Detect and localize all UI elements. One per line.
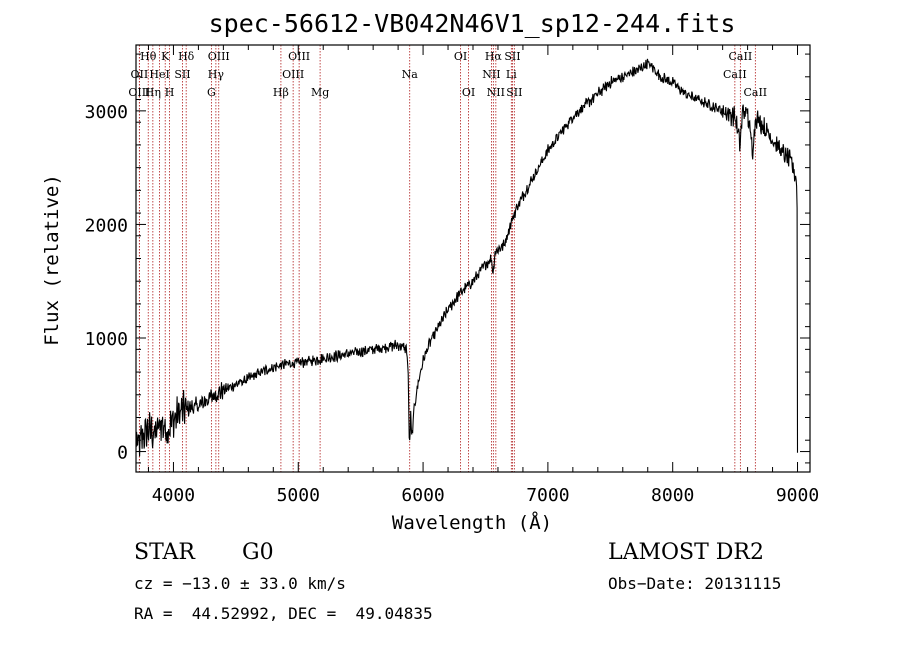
y-tick-label: 2000 — [85, 215, 128, 236]
spectral-line-label: OIII — [282, 68, 304, 81]
spectral-line-label: Hβ — [273, 86, 289, 99]
spectral-line-label: Li — [506, 68, 517, 81]
x-tick-label: 4000 — [152, 485, 195, 506]
spectral-line-label: OII — [131, 68, 149, 81]
x-tick-label: 9000 — [776, 485, 819, 506]
y-axis-label: Flux (relative) — [41, 174, 63, 346]
spectral-line-label: CaII — [743, 86, 767, 99]
spectral-line-label: OI — [454, 50, 467, 63]
spectral-line-label: SII — [504, 50, 520, 63]
object-class: STAR — [134, 540, 195, 565]
spectral-line-label: OI — [462, 86, 475, 99]
x-tick-label: 8000 — [651, 485, 694, 506]
plot-frame — [135, 44, 811, 473]
spectral-line-label: OIII — [288, 50, 310, 63]
x-tick-label: 5000 — [277, 485, 320, 506]
spectral-line-label: OIII — [208, 50, 230, 63]
spectrum-line — [136, 58, 799, 457]
y-tick-label: 3000 — [85, 102, 128, 123]
coordinates: RA = 44.52992, DEC = 49.04835 — [134, 604, 433, 623]
spectral-line-label: K — [161, 50, 170, 63]
spectral-line-label: SII — [174, 68, 190, 81]
spectral-line-label: Hγ — [208, 68, 225, 81]
y-tick-label: 1000 — [85, 329, 128, 350]
spectral-line-label: NII — [487, 86, 505, 99]
object-subclass: G0 — [242, 540, 274, 565]
spectral-line-label: NII — [482, 68, 500, 81]
spectral-line-label: Mg — [311, 86, 329, 99]
spectral-line-labels: OII OIII Hθ Hη HeI K H SII Hδ OIII Hγ G Hβ OIII OIII Mg… — [128, 50, 767, 99]
x-tick-label: 7000 — [526, 485, 569, 506]
survey-name: LAMOST DR2 — [608, 540, 764, 565]
spectral-line-label: CaII — [729, 50, 753, 63]
spectral-line-label: G — [207, 86, 216, 99]
spectral-line-label: CaII — [723, 68, 747, 81]
spectral-line-label: H — [165, 86, 175, 99]
spectral-line-label: HeI — [149, 68, 169, 81]
y-axis-ticks: 0 1000 2000 3000 — [85, 53, 810, 464]
y-tick-label: 0 — [117, 443, 128, 464]
x-axis-ticks: 4000 5000 6000 7000 8000 9000 — [147, 45, 819, 506]
spectral-line-label: Hθ — [140, 50, 157, 63]
spectral-line-label: SII — [506, 86, 522, 99]
spectral-line-label: Hα — [485, 50, 503, 63]
obs-date: Obs−Date: 20131115 — [608, 574, 782, 593]
redshift-text: cz = −13.0 ± 33.0 km/s — [134, 574, 346, 593]
spectral-line-label: Hδ — [178, 50, 195, 63]
spectral-line-label: OIII — [128, 86, 150, 99]
spectral-line-label: Na — [402, 68, 419, 81]
chart-title: spec-56612-VB042N46V1_sp12-244.fits — [209, 9, 736, 38]
x-axis-label: Wavelength (Å) — [392, 511, 552, 534]
spectral-line-markers — [138, 45, 756, 472]
spectral-line-label: Hη — [145, 86, 161, 99]
x-tick-label: 6000 — [401, 485, 444, 506]
